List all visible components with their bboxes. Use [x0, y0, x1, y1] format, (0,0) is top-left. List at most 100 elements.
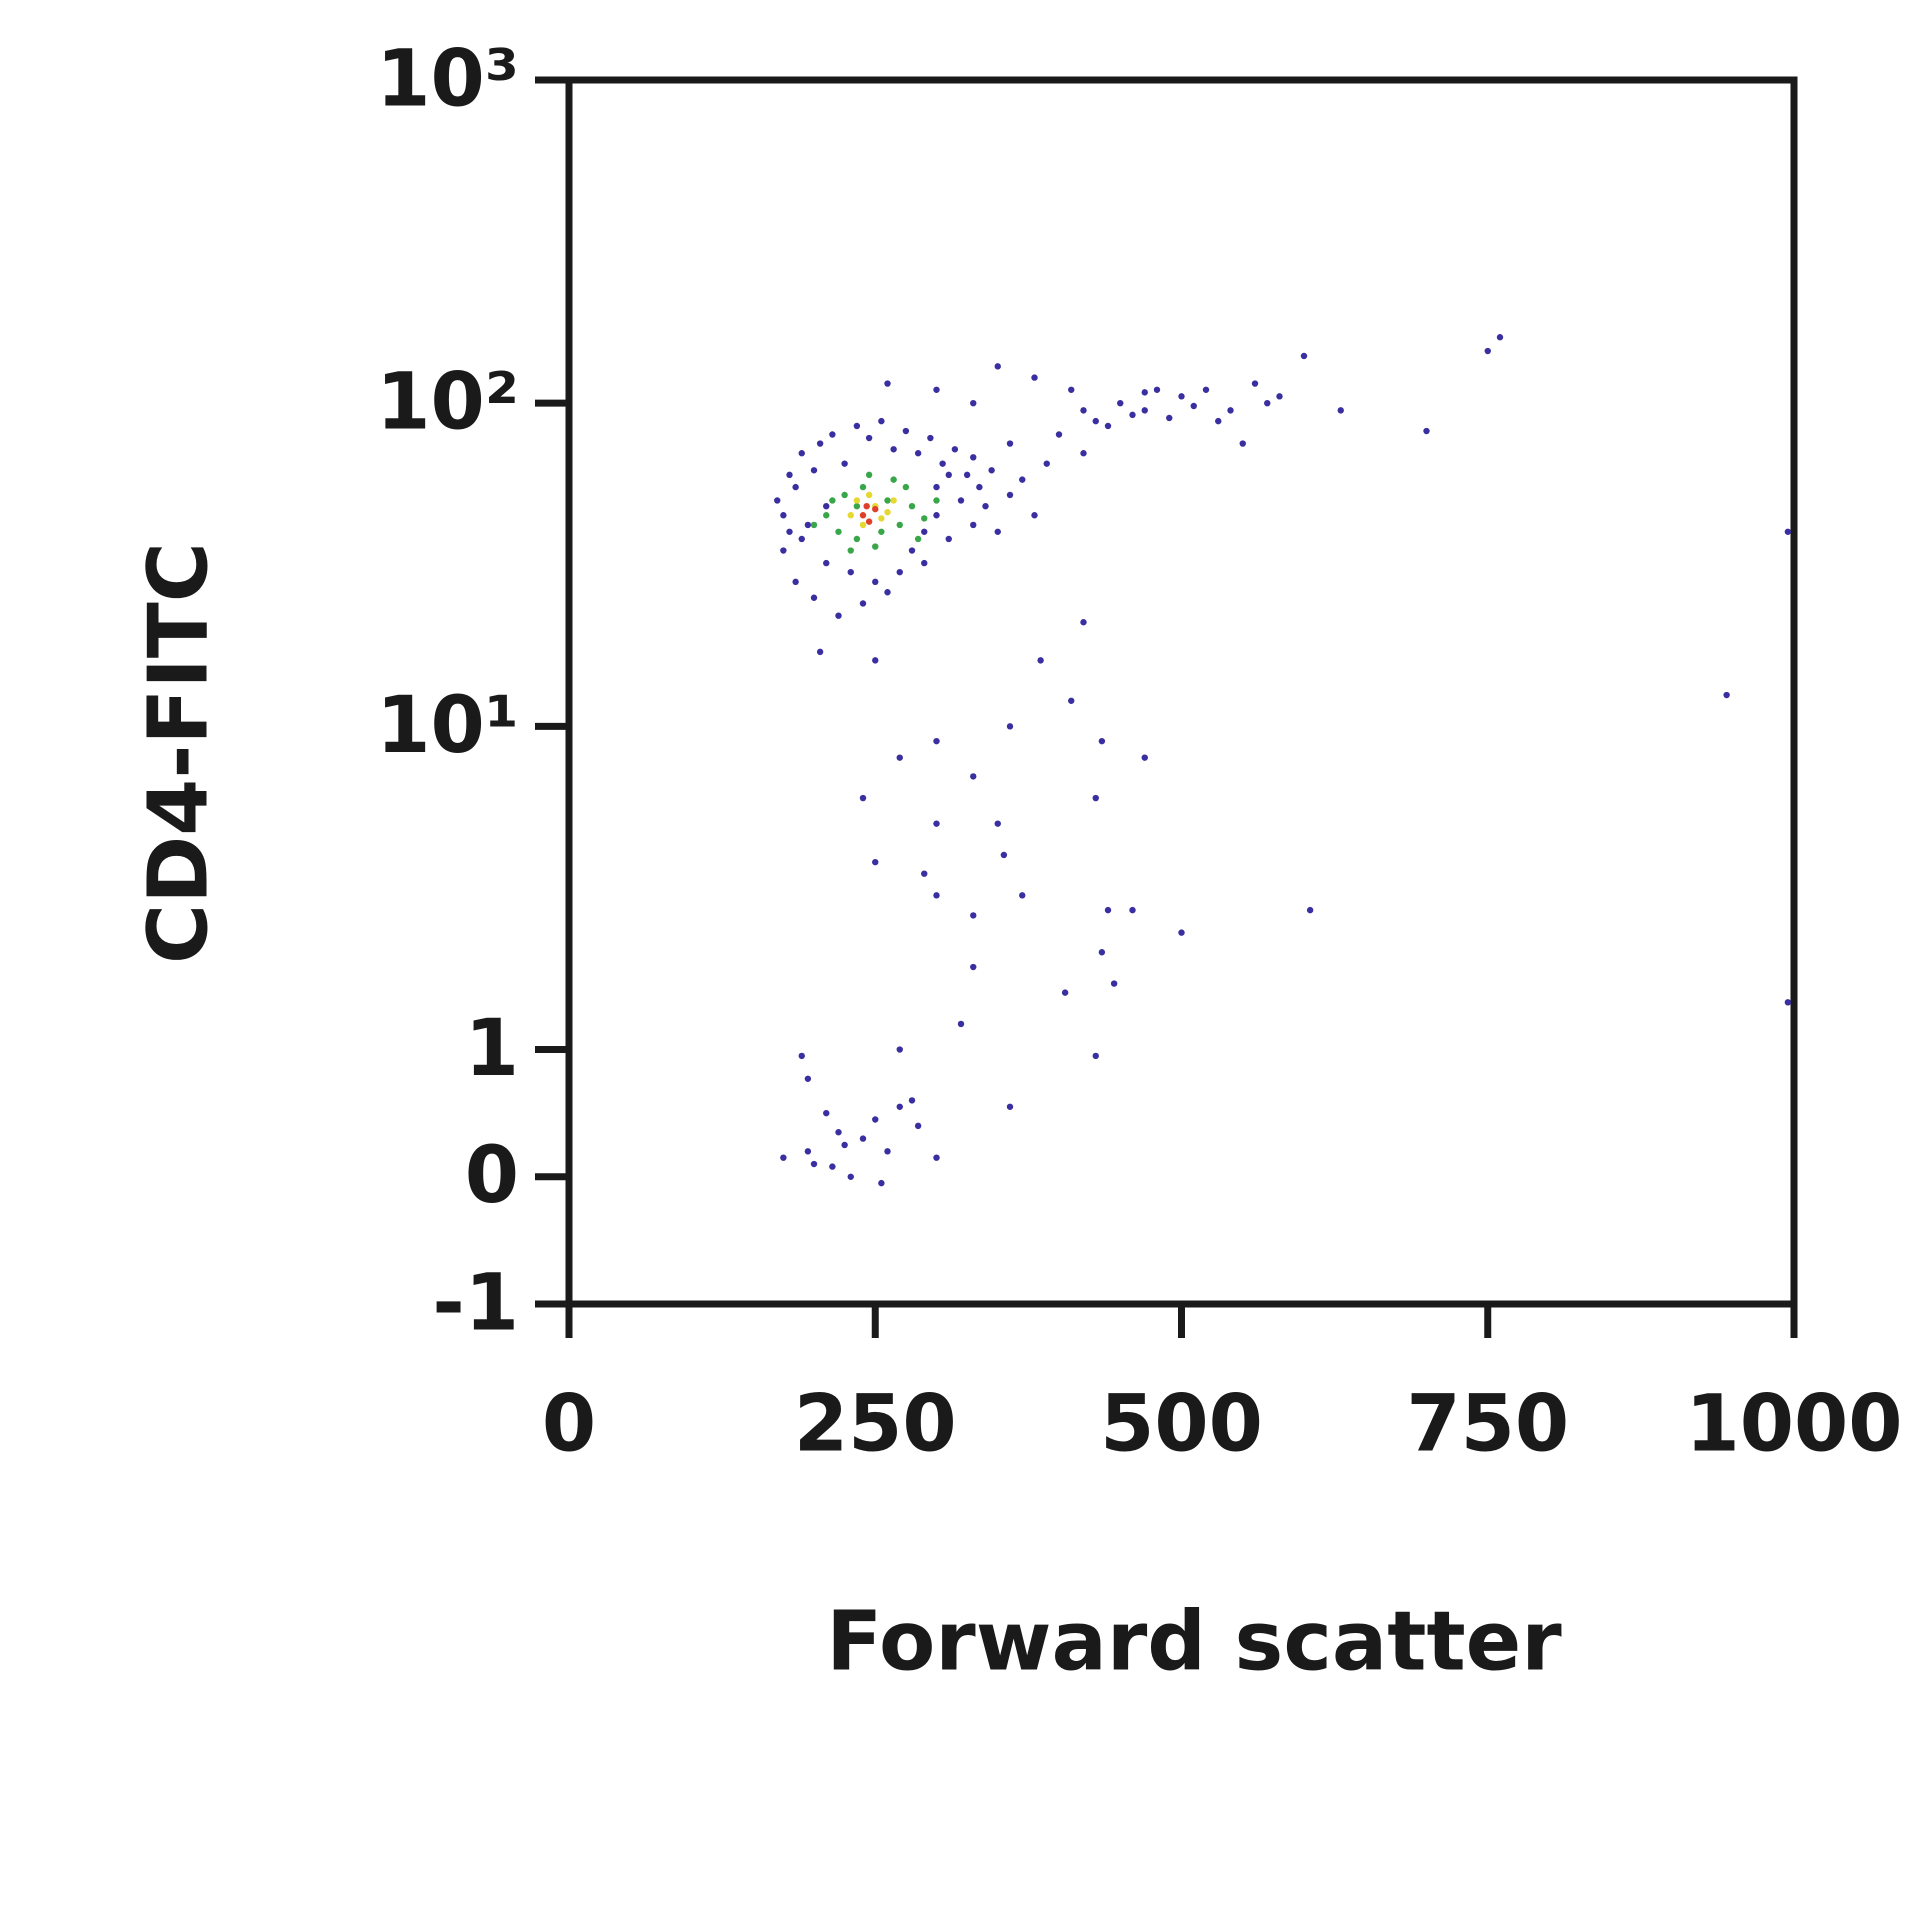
- data-point: [878, 528, 885, 535]
- data-point: [945, 471, 952, 479]
- data-point: [908, 1097, 916, 1104]
- data-point: [957, 1020, 965, 1028]
- data-point: [865, 491, 873, 499]
- data-point: [1068, 386, 1075, 393]
- data-point: [1190, 402, 1197, 410]
- data-point: [939, 460, 946, 467]
- data-point: [914, 450, 922, 457]
- data-point: [792, 483, 799, 491]
- y-tick-label: 10¹: [376, 681, 519, 771]
- data-point: [878, 515, 885, 522]
- data-point: [841, 491, 848, 499]
- data-point: [804, 1075, 812, 1082]
- data-point: [884, 497, 891, 504]
- data-point: [872, 505, 879, 513]
- data-point: [902, 427, 910, 435]
- data-point: [786, 471, 793, 479]
- data-point: [921, 515, 928, 522]
- data-point: [933, 1154, 940, 1161]
- data-point: [890, 476, 897, 483]
- data-point: [1000, 851, 1008, 859]
- data-point: [1019, 892, 1026, 899]
- data-point: [1061, 989, 1069, 996]
- data-point: [884, 380, 891, 387]
- data-point: [1098, 737, 1106, 745]
- data-point: [878, 417, 885, 425]
- y-tick-label: 0: [465, 1131, 519, 1221]
- data-point: [927, 434, 934, 442]
- data-point: [865, 471, 873, 479]
- data-point: [859, 512, 867, 519]
- data-point: [970, 399, 977, 407]
- data-point: [902, 483, 910, 491]
- data-point: [933, 386, 940, 393]
- data-point: [1080, 450, 1087, 457]
- data-point: [1276, 393, 1283, 400]
- x-axis-title: Forward scatter: [826, 1594, 1562, 1689]
- data-point: [1019, 476, 1026, 483]
- data-point: [1031, 512, 1038, 519]
- data-point: [847, 547, 854, 554]
- data-point: [847, 512, 854, 519]
- data-point: [829, 497, 836, 504]
- data-point: [921, 559, 928, 567]
- data-point: [933, 737, 940, 745]
- data-point: [804, 521, 812, 529]
- x-tick-label: 1000: [1685, 1379, 1902, 1469]
- data-point: [810, 594, 818, 601]
- data-point: [1117, 399, 1124, 407]
- data-point: [933, 497, 940, 504]
- data-point: [1037, 657, 1044, 664]
- data-point: [853, 535, 861, 543]
- data-point: [933, 892, 940, 899]
- data-point: [798, 535, 805, 543]
- data-point: [835, 1129, 842, 1136]
- data-point: [914, 535, 922, 543]
- data-point: [1423, 427, 1430, 435]
- data-point: [780, 547, 787, 554]
- data-point: [890, 446, 897, 453]
- data-point: [1264, 399, 1271, 407]
- data-point: [982, 502, 989, 510]
- data-point: [853, 422, 861, 430]
- data-point: [853, 497, 861, 504]
- data-point: [1104, 422, 1112, 430]
- y-tick-label: 10²: [376, 358, 519, 448]
- data-point: [823, 512, 830, 519]
- data-point: [1080, 407, 1087, 414]
- data-point: [1080, 619, 1087, 626]
- data-point: [1784, 528, 1792, 535]
- data-point: [872, 1116, 879, 1123]
- data-point: [921, 528, 928, 535]
- data-point: [1227, 407, 1234, 414]
- y-tick-label: 1: [465, 1004, 519, 1094]
- data-point: [1166, 414, 1173, 422]
- data-point: [1006, 440, 1014, 447]
- data-point: [896, 521, 903, 529]
- data-point: [865, 518, 873, 525]
- data-point: [1178, 929, 1185, 936]
- data-point: [1006, 491, 1014, 499]
- data-point: [1300, 352, 1308, 360]
- data-point: [970, 963, 977, 971]
- data-point: [872, 543, 879, 550]
- data-point: [774, 497, 781, 504]
- data-point: [976, 483, 983, 491]
- data-point: [1784, 999, 1792, 1006]
- data-point: [1202, 386, 1210, 393]
- x-tick-label: 0: [542, 1379, 596, 1469]
- data-point: [1215, 417, 1222, 425]
- data-point: [823, 502, 830, 510]
- data-point: [1129, 411, 1136, 419]
- data-point: [970, 454, 977, 461]
- data-point: [835, 528, 842, 535]
- data-point: [810, 1160, 818, 1168]
- data-point: [847, 1173, 854, 1180]
- data-point: [798, 1052, 805, 1060]
- data-point: [988, 467, 995, 474]
- data-point: [896, 754, 903, 761]
- data-point: [1141, 407, 1148, 414]
- y-axis-title: CD4-FITC: [131, 542, 226, 964]
- data-point: [970, 773, 977, 780]
- data-point: [914, 1122, 922, 1130]
